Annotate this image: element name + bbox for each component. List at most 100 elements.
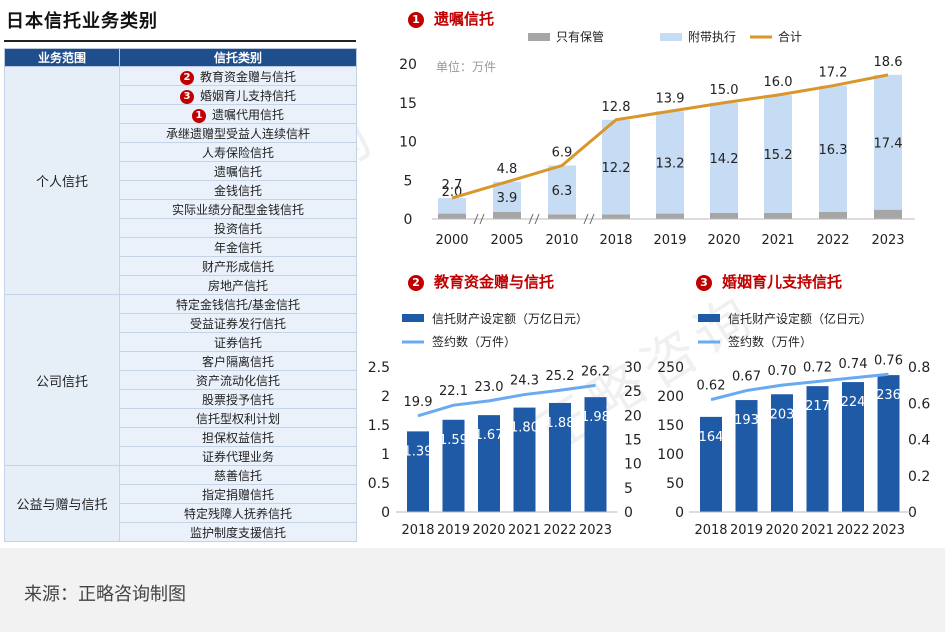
badge-1-icon: 1 [191, 108, 206, 123]
data-label: 15.2 [764, 148, 793, 163]
bar [407, 431, 429, 512]
y-tick-left: 100 [657, 447, 684, 463]
category-cell: 信托型权利计划 [119, 408, 357, 428]
category-cell: 资产流动化信托 [119, 370, 357, 390]
bar [442, 419, 465, 512]
category-label: 财产形成信托 [201, 259, 274, 274]
x-tick-label: 2021 [761, 233, 794, 248]
x-tick-label: 2019 [437, 523, 470, 538]
x-tick-label: 2018 [694, 523, 727, 538]
y-tick-label: 20 [399, 57, 417, 73]
table-row: 实际业绩分配型金钱信托 [5, 199, 357, 219]
bar [513, 407, 536, 512]
data-label: 13.9 [656, 91, 685, 106]
table-row: 房地产信托 [5, 275, 357, 295]
y-tick-label: 5 [404, 173, 413, 189]
y-tick-right: 5 [624, 481, 633, 497]
bar [700, 416, 722, 512]
table-row: 个人信托 2 教育资金赠与信托 [4, 66, 357, 295]
line-value-label: 25.2 [546, 369, 575, 384]
trust-category-table: 业务范围 信托类别 个人信托 2 教育资金赠与信托 3 婚姻育儿支持信托 1 遗嘱代用信托承… [4, 48, 357, 542]
legend-label: 附带执行 [688, 30, 736, 44]
category-label: 实际业绩分配型金钱信托 [171, 202, 304, 217]
bar-segment-custody-only [656, 213, 684, 219]
axis-break-mark [528, 213, 534, 225]
bar-value-label: 1.67 [475, 428, 504, 443]
legend-label: 签约数（万件） [728, 334, 812, 349]
category-cell: 人寿保险信托 [119, 142, 357, 162]
x-tick-label: 2019 [653, 233, 686, 248]
category-cell: 金钱信托 [119, 180, 357, 200]
category-label: 投资信托 [213, 221, 262, 236]
y-tick-right: 0.6 [908, 396, 930, 412]
y-tick-right: 15 [624, 433, 642, 449]
y-tick-left: 250 [657, 360, 684, 376]
data-label: 6.3 [552, 184, 573, 199]
x-tick-label: 2010 [545, 233, 578, 248]
column-header-scope: 业务范围 [4, 48, 120, 67]
y-tick-left: 150 [657, 418, 684, 434]
x-tick-label: 2022 [836, 523, 869, 538]
y-tick-left: 2.5 [368, 360, 390, 376]
column-header-category: 信托类别 [119, 48, 357, 67]
x-tick-label: 2023 [872, 523, 905, 538]
bar [842, 382, 864, 512]
bar-value-label: 193 [734, 413, 759, 428]
bar-value-label: 1.88 [546, 416, 575, 431]
table-row: 担保权益信托 [5, 427, 357, 447]
legend-swatch [402, 314, 424, 322]
category-cell: 股票授予信托 [119, 389, 357, 409]
bar-segment-custody-only [438, 213, 466, 219]
bar-value-label: 1.59 [439, 433, 468, 448]
category-label: 监护制度支援信托 [189, 525, 286, 540]
category-label: 人寿保险信托 [201, 145, 274, 160]
table-row: 受益证券发行信托 [5, 313, 357, 333]
y-tick-right: 25 [624, 384, 642, 400]
x-tick-label: 2019 [730, 523, 763, 538]
legend-swatch [698, 314, 720, 322]
bar [771, 394, 793, 512]
y-tick-label: 10 [399, 135, 417, 151]
table-row: 公益与赠与信托 慈善信托 [4, 465, 357, 542]
category-cell: 实际业绩分配型金钱信托 [119, 199, 357, 219]
y-tick-right: 10 [624, 457, 642, 473]
category-label: 金钱信托 [213, 183, 262, 198]
axis-break-mark [534, 213, 540, 225]
data-label: 16.0 [764, 75, 793, 90]
legend-label: 签约数（万件） [432, 334, 516, 349]
bar-value-label: 164 [699, 430, 724, 445]
bar-segment-custody-only [874, 209, 902, 219]
line-value-label: 23.0 [475, 380, 504, 395]
data-label: 13.2 [656, 156, 685, 171]
category-label: 资产流动化信托 [195, 373, 280, 388]
category-cell: 证券信托 [119, 332, 357, 352]
title-divider [4, 40, 356, 42]
chart-3-title: 3 婚姻育儿支持信托 [696, 271, 842, 292]
y-tick-left: 200 [657, 389, 684, 405]
scope-cell: 个人信托 [4, 66, 120, 295]
line-value-label: 22.1 [439, 384, 468, 399]
badge-2-icon: 2 [408, 275, 424, 291]
category-label: 受益证券发行信托 [189, 316, 286, 331]
category-cell: 受益证券发行信托 [119, 313, 357, 333]
bar-segment-with-execution [548, 165, 576, 215]
scope-cell: 公益与赠与信托 [4, 465, 120, 542]
category-cell: 1 遗嘱代用信托 [119, 104, 357, 124]
category-cell: 承继遗赠型受益人连续信杆 [119, 123, 357, 143]
category-label: 房地产信托 [207, 278, 268, 293]
scope-cell: 公司信托 [4, 294, 120, 466]
bar-segment-custody-only [548, 214, 576, 219]
badge-3-icon: 3 [696, 275, 712, 291]
bar [478, 415, 500, 512]
x-tick-label: 2023 [579, 523, 612, 538]
x-tick-label: 2021 [801, 523, 834, 538]
y-tick-right: 0.2 [908, 469, 930, 485]
data-label: 4.8 [497, 162, 518, 177]
table-row: 承继遗赠型受益人连续信杆 [5, 123, 357, 143]
bar-value-label: 1.39 [404, 444, 433, 459]
y-tick-left: 0 [381, 505, 390, 521]
chart-3-title-text: 婚姻育儿支持信托 [722, 273, 843, 291]
data-label: 18.6 [874, 55, 903, 70]
line-value-label: 0.67 [732, 370, 761, 385]
category-cell: 特定残障人抚养信托 [119, 503, 357, 523]
